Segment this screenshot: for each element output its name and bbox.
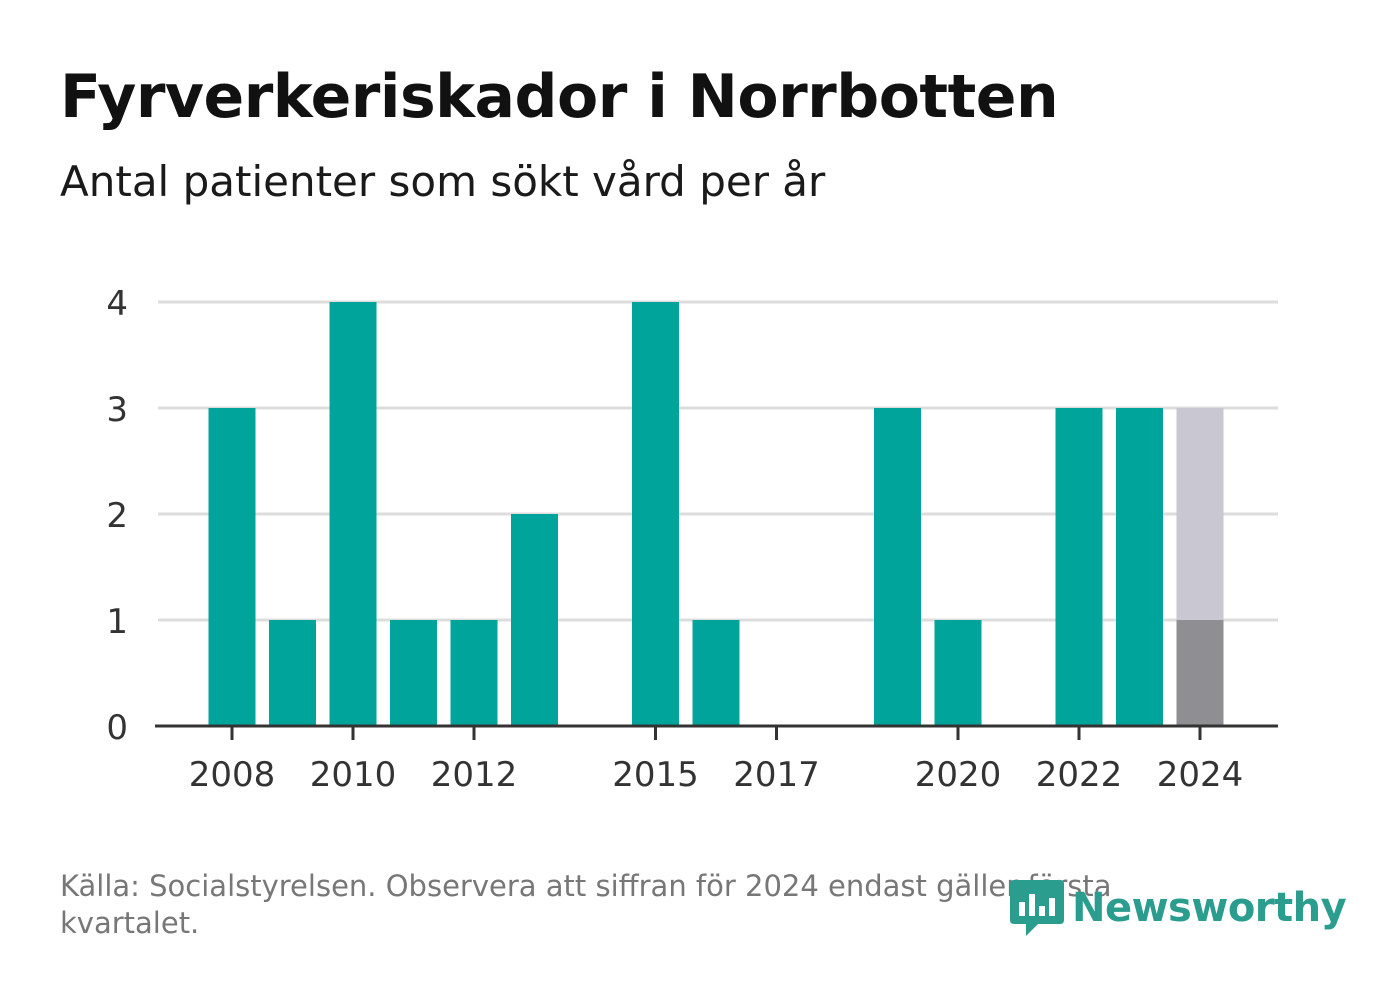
bar-2010 — [329, 302, 377, 726]
logo-text: Newsworthy — [1072, 885, 1347, 931]
bar-2012 — [450, 620, 498, 726]
source-note: Källa: Socialstyrelsen. Observera att si… — [60, 869, 1112, 940]
y-tick-label: 1 — [106, 602, 128, 642]
chart-subtitle: Antal patienter som sökt vård per år — [60, 157, 826, 206]
bar-2016 — [692, 620, 740, 726]
bar-2020 — [934, 620, 982, 726]
x-tick-label: 2012 — [431, 755, 518, 795]
bar-2024 — [1176, 620, 1224, 726]
chart-title: Fyrverkeriskador i Norrbotten — [60, 62, 1059, 132]
bar-2008 — [208, 408, 256, 726]
x-axis — [155, 724, 1278, 740]
bar-2022 — [1055, 408, 1103, 726]
logo-icon — [1010, 880, 1064, 936]
bar-2019 — [874, 408, 921, 726]
newsworthy-logo: Newsworthy — [1008, 876, 1347, 940]
grid-lines — [158, 300, 1278, 622]
bar-2011 — [390, 620, 437, 726]
tick-labels: 0 1 2 3 4 2008 2010 2012 2015 2017 2020 2022 2024 — [106, 284, 1243, 795]
bars — [208, 302, 1224, 726]
bar-2009 — [269, 620, 316, 726]
x-tick-label: 2010 — [310, 755, 397, 795]
bar-2013 — [511, 514, 558, 726]
x-tick-label: 2020 — [915, 755, 1002, 795]
x-tick-label: 2015 — [612, 755, 699, 795]
y-tick-label: 3 — [106, 390, 128, 430]
y-tick-label: 0 — [106, 708, 128, 748]
x-tick-label: 2017 — [733, 755, 820, 795]
x-tick-label: 2022 — [1036, 755, 1123, 795]
bar-2015 — [632, 302, 679, 726]
bar-2023 — [1116, 408, 1163, 726]
x-tick-label: 2024 — [1157, 755, 1244, 795]
y-tick-label: 2 — [106, 496, 128, 536]
x-tick-label: 2008 — [189, 755, 276, 795]
y-tick-label: 4 — [106, 284, 128, 324]
